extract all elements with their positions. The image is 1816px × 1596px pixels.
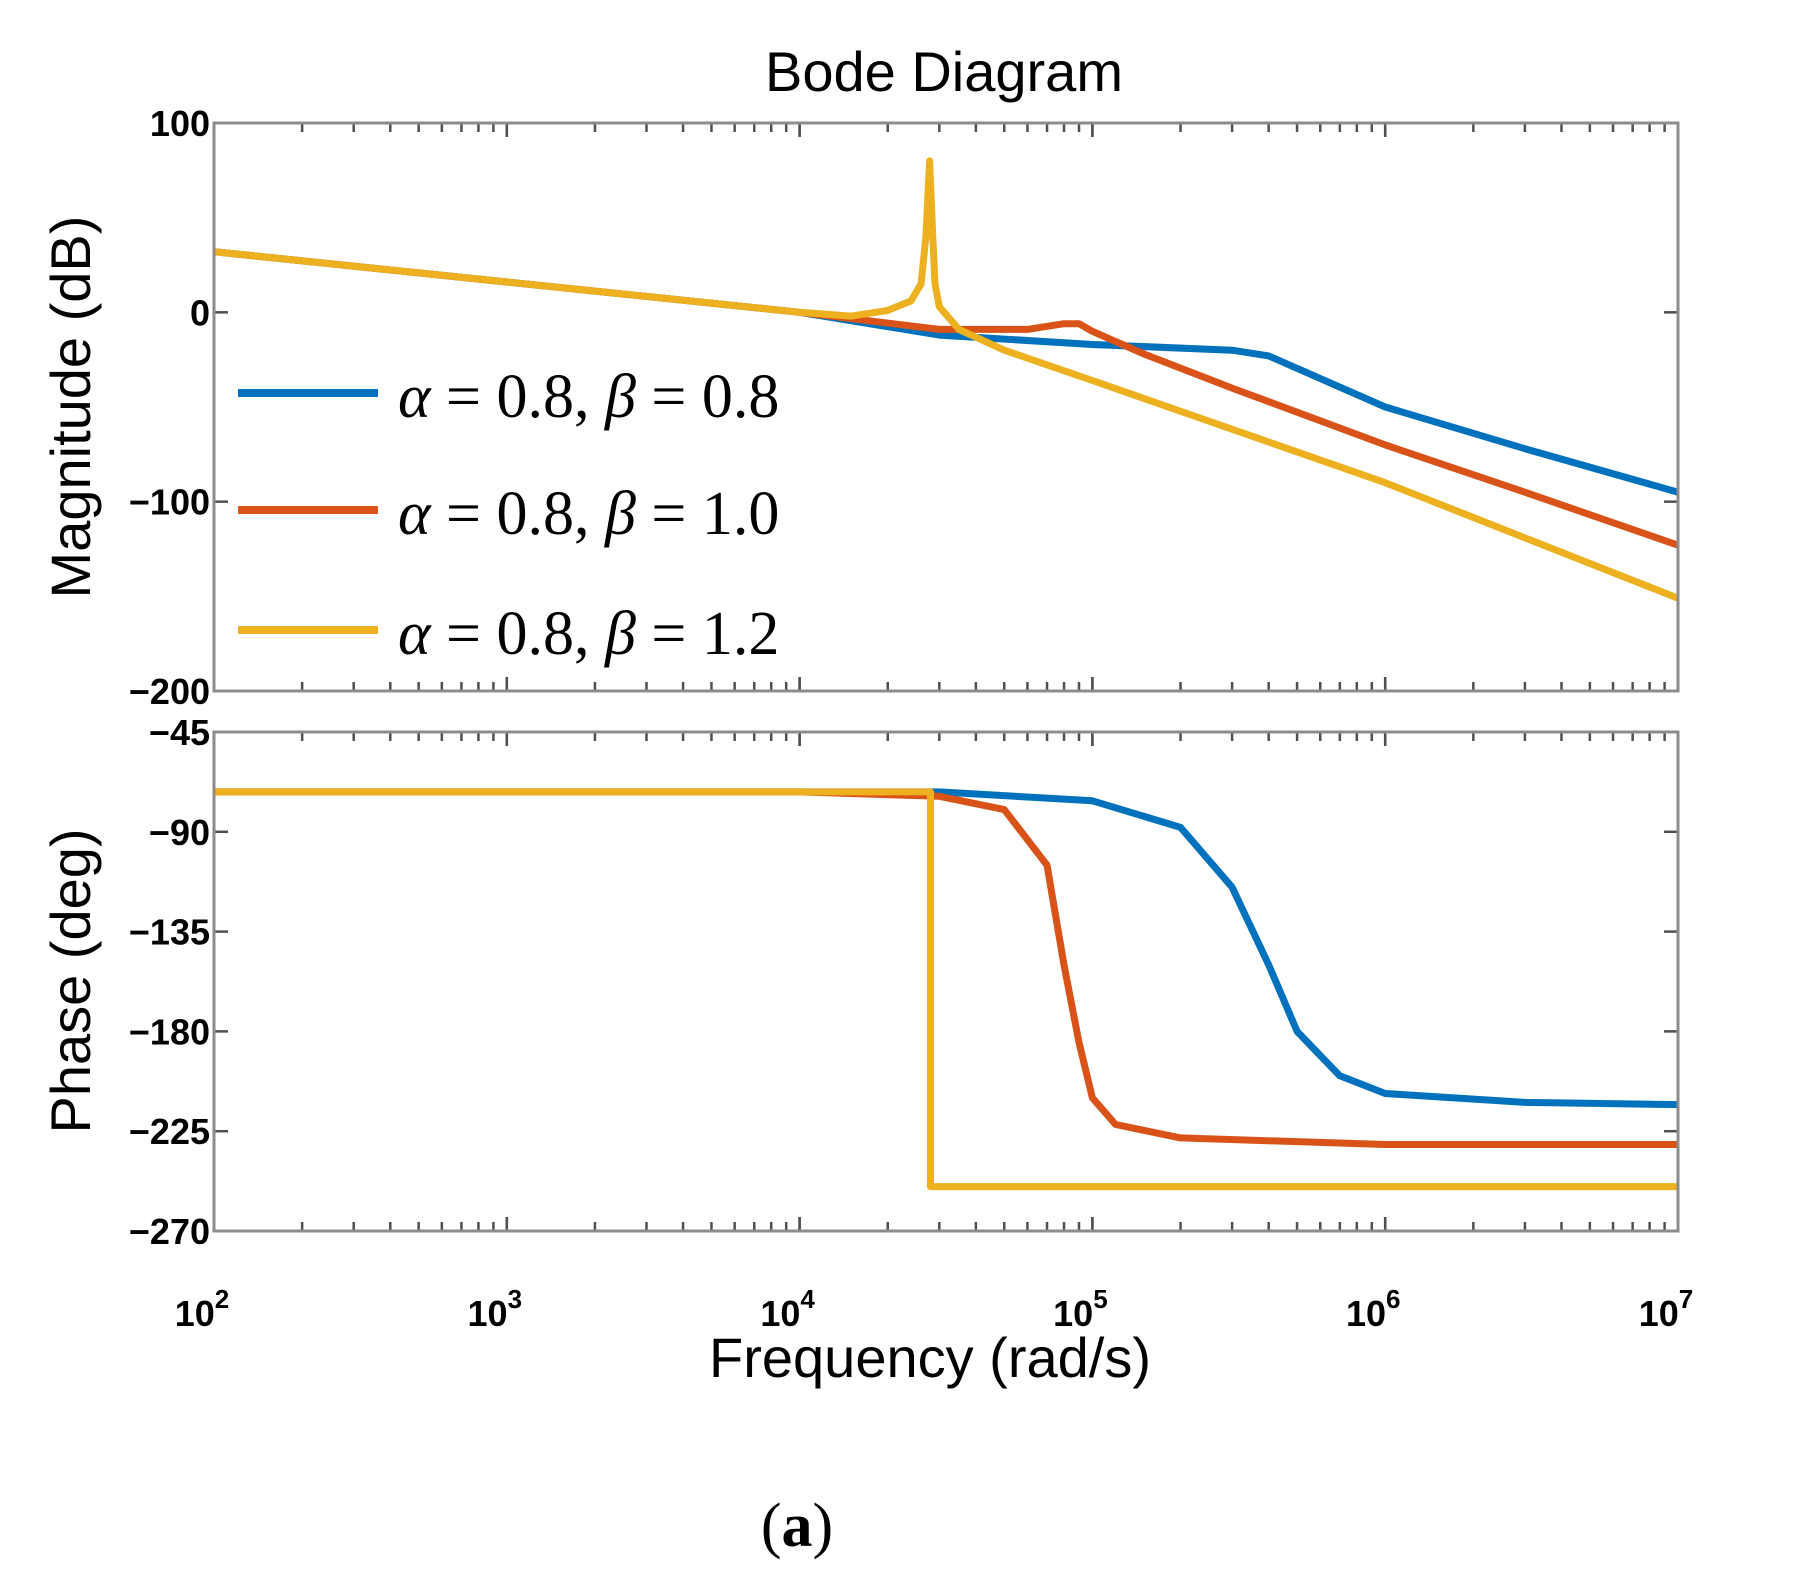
magnitude-y-tick-label: −200 — [129, 671, 210, 712]
x-tick-label: 106 — [1346, 1284, 1401, 1334]
figure-caption: (a) — [761, 1492, 833, 1560]
magnitude-y-tick-label: −100 — [129, 482, 210, 523]
magnitude-plot: 100 0 −100 −200 Magnitude (dB) — [39, 103, 1680, 712]
legend-label-2: α = 0.8, β = 1.0 — [398, 480, 779, 548]
legend: α = 0.8, β = 0.8 α = 0.8, β = 1.0 α = 0.8,… — [238, 363, 779, 668]
magnitude-y-tick-label: 0 — [190, 292, 210, 333]
x-tick-label: 105 — [1053, 1284, 1108, 1334]
x-tick-label: 103 — [468, 1284, 523, 1334]
phase-series-3 — [214, 788, 1678, 1191]
caption-letter: a — [782, 1492, 813, 1560]
caption-open: ( — [761, 1492, 782, 1560]
legend-label-1: α = 0.8, β = 0.8 — [398, 363, 779, 431]
magnitude-axis-label: Magnitude (dB) — [39, 216, 102, 599]
x-tick-label: 107 — [1639, 1284, 1694, 1334]
x-tick-label: 102 — [175, 1284, 230, 1334]
phase-y-tick-label: −135 — [129, 912, 210, 953]
phase-series-1 — [214, 788, 1679, 1109]
phase-y-tick-label: −45 — [149, 712, 210, 753]
phase-axis-label: Phase (deg) — [39, 828, 102, 1133]
phase-y-tick-label: −225 — [129, 1111, 210, 1152]
phase-axes-frame — [212, 730, 1680, 1233]
chart-title: Bode Diagram — [765, 40, 1123, 103]
legend-label-3: α = 0.8, β = 1.2 — [398, 600, 779, 668]
magnitude-series-3 — [213, 157, 1680, 602]
caption-close: ) — [813, 1492, 834, 1560]
x-tick-label: 104 — [760, 1284, 815, 1334]
phase-series-2 — [214, 788, 1678, 1148]
phase-y-tick-label: −180 — [129, 1011, 210, 1052]
magnitude-y-tick-label: 100 — [150, 103, 210, 144]
phase-y-tick-label: −90 — [149, 812, 210, 853]
magnitude-axes-frame — [212, 121, 1680, 693]
phase-y-tick-label: −270 — [129, 1211, 210, 1252]
x-axis-label: Frequency (rad/s) — [709, 1326, 1151, 1389]
phase-plot: −45 −90 −135 −180 −225 −270 Phase (deg) — [39, 712, 1680, 1252]
